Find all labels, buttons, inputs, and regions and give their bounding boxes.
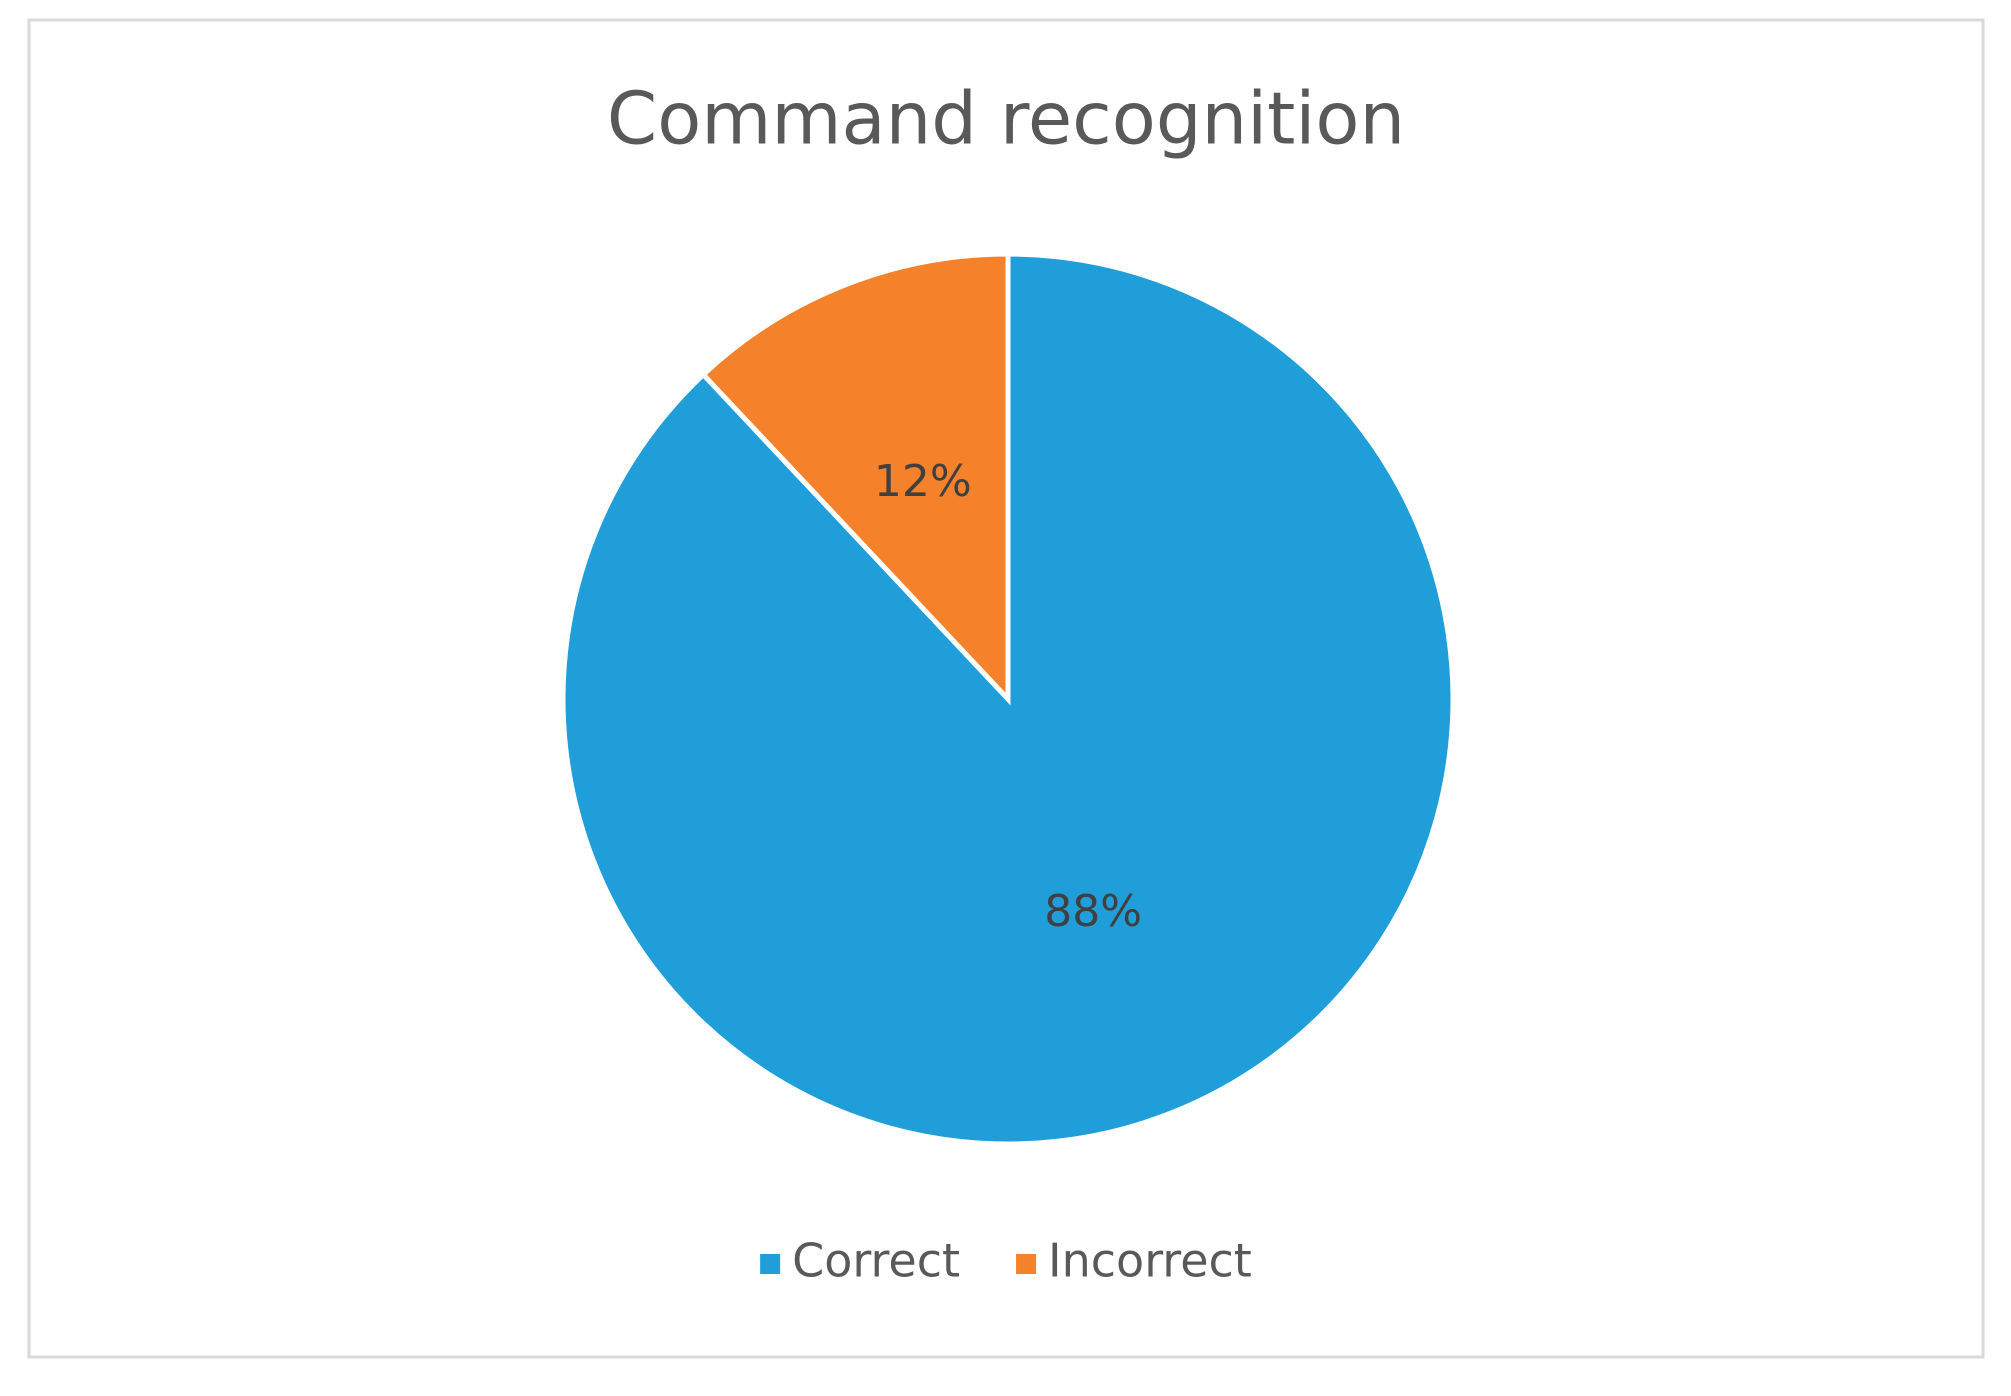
legend-swatch xyxy=(760,1254,781,1274)
data-label: 88% xyxy=(1044,886,1142,937)
legend-label: Correct xyxy=(792,1234,960,1288)
legend-label: Incorrect xyxy=(1048,1234,1252,1288)
chart-title: Command recognition xyxy=(607,77,1405,161)
data-label: 12% xyxy=(874,456,972,507)
pie-slice xyxy=(699,251,1011,706)
legend-swatch xyxy=(1016,1254,1037,1274)
